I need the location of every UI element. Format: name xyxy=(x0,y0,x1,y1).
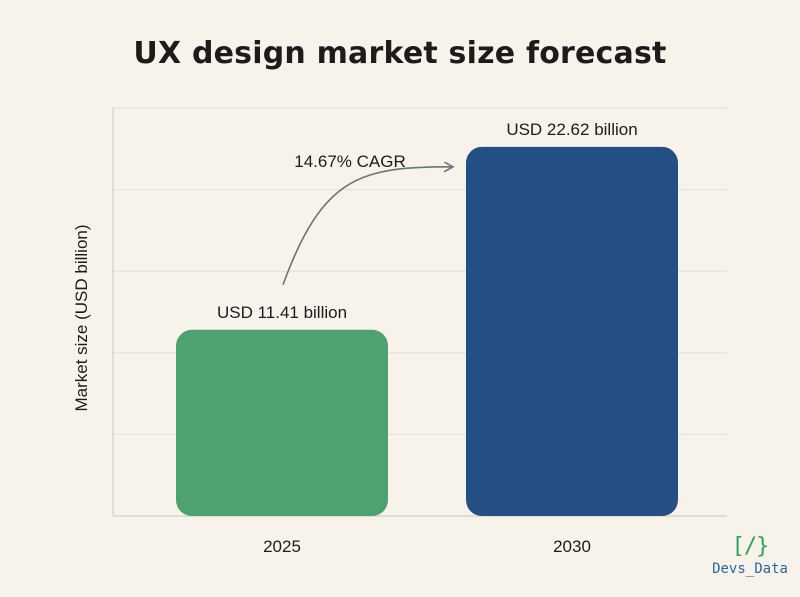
cagr-arrow xyxy=(282,167,452,286)
bar-2025 xyxy=(176,329,388,516)
data-label-2025: USD 11.41 billion xyxy=(217,303,347,322)
logo-name: Devs_Data xyxy=(712,561,788,577)
x-tick-label-2030: 2030 xyxy=(553,537,591,556)
data-label-2030: USD 22.62 billion xyxy=(506,120,637,139)
devs-data-logo: [/} Devs_Data xyxy=(710,534,790,578)
y-axis-label: Market size (USD billion) xyxy=(72,224,91,412)
logo-bracket-icon: [/} xyxy=(731,534,770,559)
x-tick-label-2025: 2025 xyxy=(263,537,301,556)
chart-title: UX design market size forecast xyxy=(133,36,667,71)
bar-2030 xyxy=(466,146,678,516)
cagr-annotation: 14.67% CAGR xyxy=(294,152,406,171)
